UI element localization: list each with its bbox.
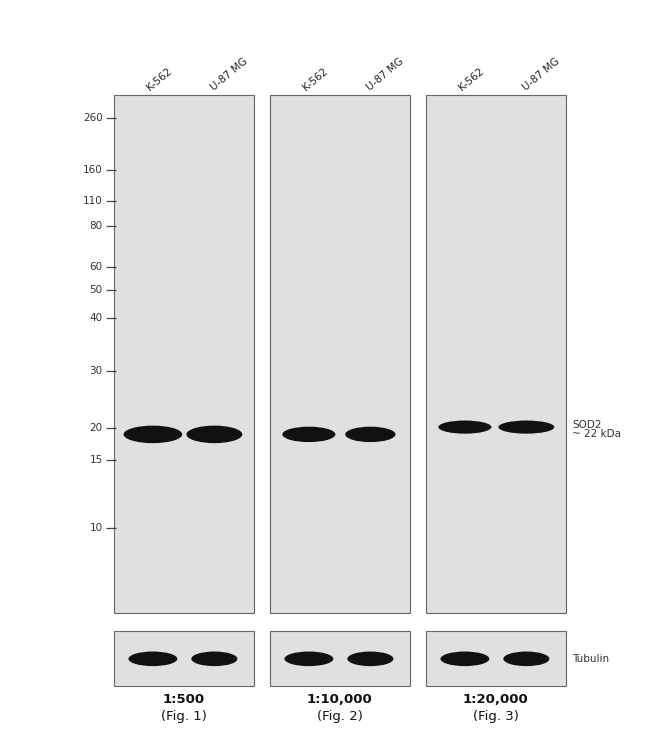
Text: 1:20,000: 1:20,000 [463,693,528,706]
Text: Tubulin: Tubulin [572,654,609,664]
Bar [270,95,410,613]
Ellipse shape [282,426,335,442]
Text: K-562: K-562 [457,66,486,93]
Text: 80: 80 [90,220,103,231]
Ellipse shape [128,429,178,438]
Text: 1:10,000: 1:10,000 [307,693,372,706]
Text: 1:500: 1:500 [162,693,205,706]
Text: SOD2: SOD2 [572,420,601,430]
Text: 20: 20 [90,423,103,433]
Ellipse shape [124,426,182,443]
Ellipse shape [345,426,395,442]
Text: (Fig. 2): (Fig. 2) [317,710,363,723]
Ellipse shape [499,420,554,434]
Ellipse shape [286,429,332,438]
Text: U-87 MG: U-87 MG [521,56,562,93]
Ellipse shape [503,651,549,666]
Text: ~ 22 kDa: ~ 22 kDa [572,429,621,439]
Ellipse shape [132,654,174,662]
Text: 260: 260 [83,113,103,123]
Ellipse shape [349,429,392,438]
Ellipse shape [347,651,393,666]
Text: (Fig. 1): (Fig. 1) [161,710,207,723]
Bar [426,95,566,613]
Text: K-562: K-562 [301,66,330,93]
Text: 10: 10 [90,523,103,533]
Ellipse shape [191,651,237,666]
Text: 15: 15 [90,456,103,465]
Text: 160: 160 [83,165,103,175]
Bar [114,631,254,686]
Ellipse shape [351,654,390,662]
Ellipse shape [129,651,177,666]
Text: 60: 60 [90,262,103,272]
Ellipse shape [507,654,546,662]
Text: U-87 MG: U-87 MG [365,56,406,93]
Text: 110: 110 [83,196,103,206]
Text: 50: 50 [90,285,103,296]
Ellipse shape [195,654,234,662]
Bar [270,631,410,686]
Ellipse shape [285,651,333,666]
Text: 30: 30 [90,366,103,376]
Text: U-87 MG: U-87 MG [209,56,250,93]
Ellipse shape [288,654,330,662]
Text: 40: 40 [90,312,103,323]
Ellipse shape [190,429,238,438]
Ellipse shape [502,423,550,430]
Ellipse shape [442,423,488,430]
Ellipse shape [444,654,486,662]
Ellipse shape [441,651,489,666]
Ellipse shape [438,420,491,434]
Ellipse shape [187,426,242,443]
Text: (Fig. 3): (Fig. 3) [473,710,519,723]
Bar [114,95,254,613]
Bar [426,631,566,686]
Text: K-562: K-562 [145,66,174,93]
